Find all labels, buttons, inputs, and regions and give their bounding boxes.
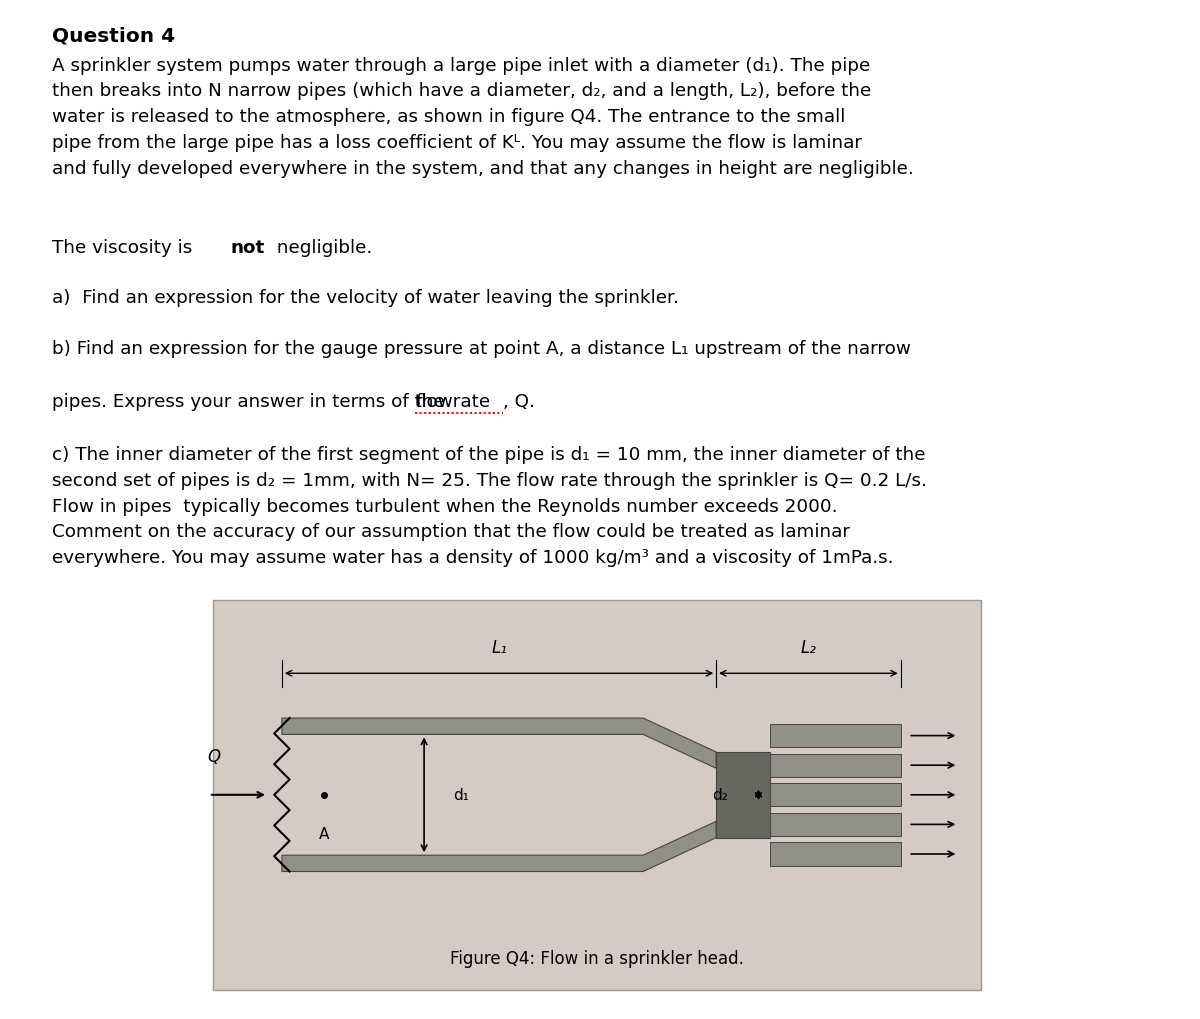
Polygon shape: [282, 718, 716, 768]
Text: c) The inner diameter of the first segment of the pipe is d₁ = 10 mm, the inner : c) The inner diameter of the first segme…: [52, 446, 926, 567]
Text: d₂: d₂: [712, 788, 727, 803]
Polygon shape: [770, 843, 901, 866]
Text: Figure Q4: Flow in a sprinkler head.: Figure Q4: Flow in a sprinkler head.: [450, 950, 744, 967]
Text: L₂: L₂: [800, 638, 816, 656]
Text: A sprinkler system pumps water through a large pipe inlet with a diameter (d₁). : A sprinkler system pumps water through a…: [52, 57, 913, 177]
Text: Q: Q: [208, 747, 221, 765]
FancyBboxPatch shape: [212, 600, 982, 989]
Text: A: A: [319, 826, 329, 841]
Text: not: not: [230, 238, 265, 257]
Polygon shape: [770, 813, 901, 837]
Text: L₁: L₁: [491, 638, 506, 656]
Polygon shape: [770, 754, 901, 777]
Text: Question 4: Question 4: [52, 26, 175, 46]
Polygon shape: [770, 784, 901, 807]
Text: negligible.: negligible.: [271, 238, 372, 257]
Polygon shape: [282, 821, 716, 871]
Text: b) Find an expression for the gauge pressure at point A, a distance L₁ upstream : b) Find an expression for the gauge pres…: [52, 339, 911, 358]
Text: flowrate: flowrate: [415, 392, 491, 411]
Text: d₁: d₁: [454, 788, 469, 803]
Polygon shape: [770, 725, 901, 748]
Polygon shape: [716, 752, 770, 838]
Text: a)  Find an expression for the velocity of water leaving the sprinkler.: a) Find an expression for the velocity o…: [52, 289, 679, 307]
Text: pipes. Express your answer in terms of the: pipes. Express your answer in terms of t…: [52, 392, 450, 411]
Text: , Q.: , Q.: [504, 392, 535, 411]
Text: The viscosity is: The viscosity is: [52, 238, 198, 257]
